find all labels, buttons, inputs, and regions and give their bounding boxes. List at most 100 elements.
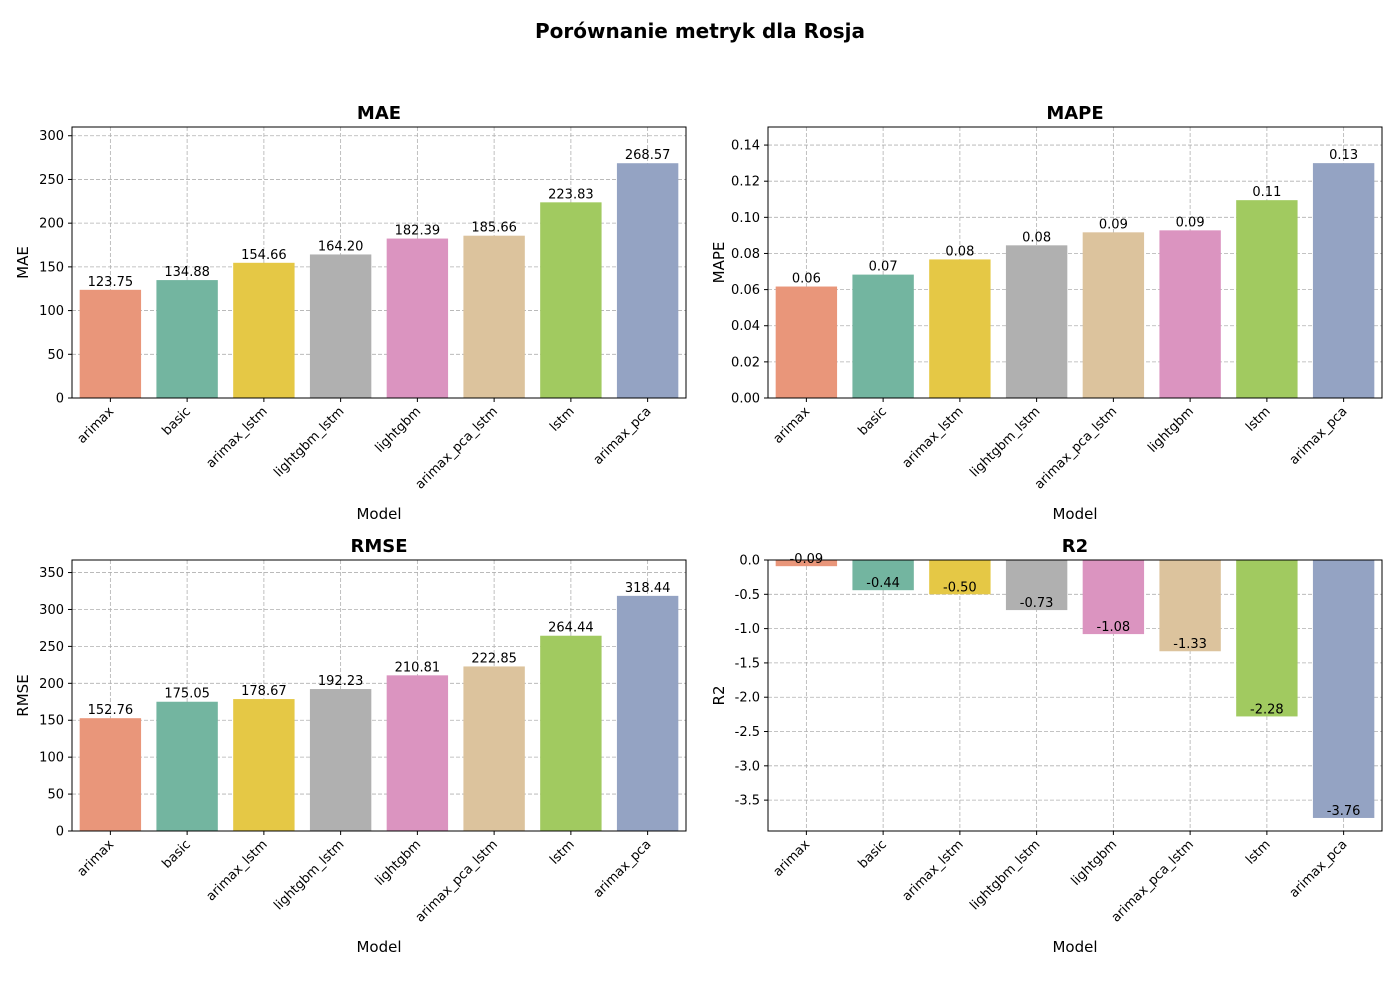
- r2-x-axis-label: Model: [1052, 938, 1097, 956]
- mape-xtick-label: arimax_pca_lstm: [1032, 404, 1120, 492]
- r2-ytick-label: -1.0: [735, 622, 760, 637]
- mape-xtick-label: basic: [855, 404, 889, 438]
- rmse-value-label: 264.44: [548, 621, 594, 636]
- rmse-value-label: 318.44: [625, 581, 671, 596]
- mape-xtick-label: lstm: [1243, 404, 1274, 435]
- mae-value-label: 134.88: [164, 265, 210, 280]
- rmse-value-label: 210.81: [395, 660, 441, 675]
- mape-ytick-label: 0.06: [731, 283, 760, 298]
- rmse-xtick-label: arimax: [75, 837, 118, 880]
- mae-xtick-label: basic: [159, 404, 193, 438]
- rmse-value-label: 152.76: [88, 703, 134, 718]
- rmse-bar-arimax: [79, 718, 142, 831]
- mape-x-axis-label: Model: [1052, 505, 1097, 523]
- rmse-xtick-label: basic: [159, 837, 193, 871]
- mae-bar-basic: [156, 280, 218, 398]
- r2-value-label: -1.08: [1097, 620, 1131, 635]
- mae-bar-lightgbm-lstm: [309, 254, 372, 398]
- r2-bar-lstm: [1236, 560, 1298, 717]
- mape-value-label: 0.08: [1022, 230, 1051, 245]
- rmse-ytick-label: 300: [39, 603, 64, 618]
- mae-ytick-label: 50: [47, 348, 64, 363]
- mape-ytick-label: 0.10: [731, 211, 760, 226]
- r2-ytick-label: 0.0: [739, 554, 760, 569]
- rmse-ytick-label: 350: [39, 566, 64, 581]
- mae-bar-arimax-pca-lstm: [463, 235, 525, 398]
- mae-ytick-label: 0: [56, 392, 64, 407]
- mae-ytick-label: 250: [39, 173, 64, 188]
- mae-value-label: 182.39: [395, 224, 441, 239]
- r2-panel-title: R2: [1062, 536, 1088, 557]
- mape-bar-arimax-pca-lstm: [1082, 232, 1145, 398]
- r2-ytick-label: -3.5: [735, 794, 760, 809]
- r2-y-axis-label: R2: [710, 686, 728, 706]
- rmse-ytick-label: 250: [39, 640, 64, 655]
- r2-value-label: -0.50: [943, 580, 977, 595]
- mae-ytick-label: 150: [39, 260, 64, 275]
- mape-bar-arimax-pca: [1312, 163, 1375, 398]
- r2-bar-arimax: [775, 560, 838, 567]
- mae-xtick-label: arimax_lstm: [204, 404, 271, 471]
- mape-value-label: 0.13: [1329, 148, 1358, 163]
- r2-ytick-label: -1.5: [735, 656, 760, 671]
- mape-xtick-label: arimax: [771, 404, 814, 447]
- mape-bar-arimax: [775, 286, 838, 398]
- rmse-xtick-label: lstm: [547, 837, 578, 868]
- rmse-xtick-label: arimax_pca_lstm: [413, 837, 501, 925]
- mape-ytick-label: 0.08: [731, 247, 760, 262]
- subplot-grid: 123.75 134.88 154.66 164.20 182.39 185.66 223.…: [14, 103, 1383, 956]
- mape-value-label: 0.09: [1176, 215, 1205, 230]
- r2-bar-basic: [852, 560, 914, 591]
- rmse-value-label: 175.05: [164, 687, 210, 702]
- mae-x-axis-label: Model: [356, 505, 401, 523]
- r2-ytick-label: -2.5: [735, 725, 760, 740]
- mape-ytick-label: 0.02: [731, 355, 760, 370]
- rmse-ytick-label: 0: [56, 825, 64, 840]
- r2-xtick-label: lightgbm: [1069, 837, 1121, 889]
- rmse-xtick-label: arimax_lstm: [204, 837, 271, 904]
- mape-bar-lightgbm-lstm: [1005, 245, 1068, 398]
- mae-xtick-label: arimax_pca: [591, 404, 655, 468]
- rmse-x-axis-label: Model: [356, 938, 401, 956]
- mae-value-label: 223.83: [548, 187, 594, 202]
- mae-panel: 123.75 134.88 154.66 164.20 182.39 185.66 223.…: [14, 103, 687, 523]
- mae-bar-lstm: [540, 202, 602, 398]
- r2-ytick-label: -3.0: [735, 759, 760, 774]
- r2-xtick-label: arimax_pca_lstm: [1109, 837, 1197, 925]
- r2-value-label: -0.44: [866, 576, 900, 591]
- mae-value-label: 164.20: [318, 239, 364, 254]
- rmse-bar-basic: [156, 701, 218, 831]
- rmse-xtick-label: arimax_pca: [591, 837, 655, 901]
- mae-ytick-label: 300: [39, 129, 64, 144]
- mae-value-label: 268.57: [625, 148, 671, 163]
- rmse-panel: 152.76 175.05 178.67 192.23 210.81 222.85 264.…: [14, 536, 687, 956]
- r2-bar-lightgbm: [1082, 560, 1145, 635]
- r2-xtick-label: arimax: [771, 837, 814, 880]
- mape-panel: 0.06 0.07 0.08 0.08 0.09 0.09 0.11 0.13 0.00 0.02…: [710, 103, 1383, 523]
- rmse-ytick-label: 100: [39, 751, 64, 766]
- mape-value-label: 0.09: [1099, 217, 1128, 232]
- r2-ytick-label: -0.5: [735, 588, 760, 603]
- mape-xtick-label: lightgbm: [1145, 404, 1197, 456]
- mape-ytick-label: 0.12: [731, 175, 760, 190]
- rmse-xtick-label: lightgbm: [373, 837, 425, 889]
- r2-bar-arimax-pca-lstm: [1159, 560, 1221, 652]
- mae-ytick-label: 100: [39, 304, 64, 319]
- mape-value-label: 0.08: [945, 244, 974, 259]
- mape-xtick-label: lightgbm_lstm: [967, 404, 1043, 480]
- mae-xtick-label: lstm: [547, 404, 578, 435]
- mape-ytick-label: 0.14: [731, 139, 760, 154]
- r2-ytick-label: -2.0: [735, 691, 760, 706]
- r2-axes-frame: [767, 559, 1383, 832]
- mape-value-label: 0.06: [792, 272, 821, 287]
- mape-value-label: 0.07: [869, 260, 898, 275]
- rmse-axes-frame: [71, 559, 687, 832]
- mae-xtick-label: lightgbm: [373, 404, 425, 456]
- r2-bar-arimax-pca: [1312, 560, 1375, 818]
- mae-xtick-label: arimax: [75, 404, 118, 447]
- mae-xtick-label: lightgbm_lstm: [271, 404, 347, 480]
- rmse-panel-title: RMSE: [350, 536, 407, 557]
- mae-bar-lightgbm: [386, 238, 449, 398]
- mae-ytick-label: 200: [39, 217, 64, 232]
